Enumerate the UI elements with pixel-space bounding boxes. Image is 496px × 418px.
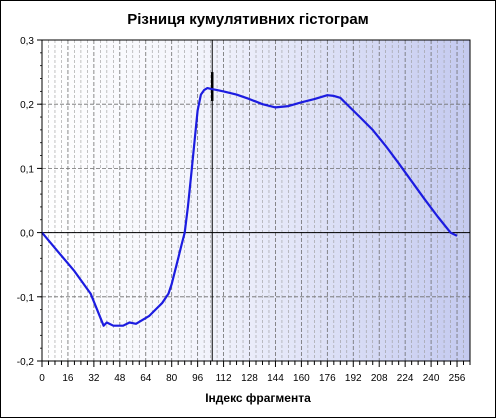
x-tick-label: 192 [345, 373, 362, 384]
x-tick-label: 80 [166, 373, 178, 384]
x-tick-label: 32 [88, 373, 100, 384]
x-tick-label: 256 [449, 373, 466, 384]
y-tick-label: 0,0 [20, 229, 34, 240]
x-tick-label: 16 [62, 373, 74, 384]
x-axis-label: Індекс фрагмента [205, 391, 311, 405]
y-tick-label: -0,1 [17, 293, 35, 304]
x-tick-label: 176 [319, 373, 336, 384]
x-tick-label: 0 [39, 373, 45, 384]
y-tick-label: 0,1 [20, 164, 34, 175]
y-tick-label: -0,2 [17, 357, 35, 368]
x-tick-label: 208 [371, 373, 388, 384]
x-tick-label: 128 [241, 373, 258, 384]
chart-title: Різниця кумулятивних гістограм [127, 11, 369, 28]
x-tick-label: 224 [397, 373, 414, 384]
series-layer [41, 40, 458, 361]
y-tick-label: 0,3 [20, 36, 34, 47]
x-tick-label: 160 [293, 373, 310, 384]
x-tick-label: 64 [140, 373, 152, 384]
x-tick-label: 48 [114, 373, 126, 384]
x-tick-label: 96 [192, 373, 204, 384]
y-axis-ticks: -0,2 -0,1 0,0 0,1 0,2 0,3 [17, 36, 42, 368]
x-tick-label: 240 [423, 373, 440, 384]
x-axis-ticks: 0 16 32 48 64 80 96 112 128 144 160 176 192 208 224 240… [39, 361, 471, 384]
x-tick-label: 112 [216, 373, 232, 384]
minor-gridlines [48, 40, 471, 361]
series-line-0 [41, 86, 458, 327]
y-tick-label: 0,2 [20, 100, 34, 111]
x-tick-label: 144 [267, 373, 284, 384]
